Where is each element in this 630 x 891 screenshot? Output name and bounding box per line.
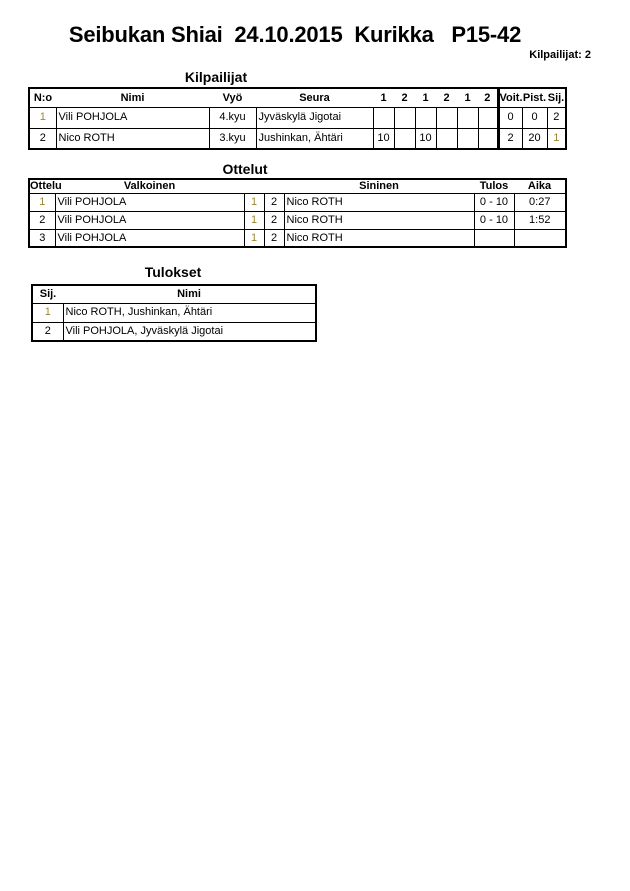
col-header-voit: Voit. [496, 88, 523, 108]
cell-voit: 2 [496, 127, 523, 150]
cell-tulos: 0 - 10 [473, 210, 515, 230]
cell-score: 10 [372, 127, 395, 150]
cell-ottelu: 1 [28, 192, 56, 212]
cell-blue-number: 2 [263, 210, 285, 230]
cell-nimi: Nico ROTH, Jushinkan, Ähtäri [62, 302, 317, 323]
col-header-score-2: 2 [394, 88, 415, 108]
cell-sij: 2 [546, 106, 567, 129]
table-row: 3 Vili POHJOLA 1 2 Nico ROTH [28, 228, 567, 248]
cell-tulos [473, 228, 515, 248]
cell-sij: 1 [546, 127, 567, 150]
cell-valkoinen: Vili POHJOLA [54, 210, 245, 230]
cell-pist: 0 [521, 106, 548, 129]
cell-no: 2 [28, 127, 57, 150]
col-header-score-6: 2 [478, 88, 498, 108]
table-row: 2 Vili POHJOLA, Jyväskylä Jigotai [31, 321, 317, 342]
col-header-sij: Sij. [32, 285, 63, 304]
col-header-aika: Aika [514, 179, 566, 194]
cell-pist: 20 [521, 127, 548, 150]
results-table: Sij. Nimi 1 Nico ROTH, Jushinkan, Ähtäri… [31, 284, 317, 342]
cell-score [393, 127, 416, 150]
col-header-spacer [264, 179, 284, 194]
table-row: 2 Nico ROTH 3.kyu Jushinkan, Ähtäri 10 1… [28, 127, 567, 150]
cell-nimi: Nico ROTH [55, 127, 210, 150]
cell-ottelu: 2 [28, 210, 56, 230]
section-title-ottelut: Ottelut [222, 161, 268, 177]
col-header-valkoinen: Valkoinen [55, 179, 244, 194]
cell-score [477, 127, 499, 150]
col-header-no: N:o [29, 88, 56, 108]
competitors-table: N:o Nimi Vyö Seura 1 2 1 2 1 2 Voit. Pis… [28, 87, 567, 150]
cell-aika [513, 228, 567, 248]
cell-sininen: Nico ROTH [283, 228, 475, 248]
col-header-score-1: 1 [373, 88, 394, 108]
table-row: 1 Vili POHJOLA 1 2 Nico ROTH 0 - 10 0:27 [28, 192, 567, 212]
cell-tulos: 0 - 10 [473, 192, 515, 212]
cell-score [372, 106, 395, 129]
cell-score [477, 106, 499, 129]
cell-score [435, 106, 458, 129]
cell-nimi: Vili POHJOLA, Jyväskylä Jigotai [62, 321, 317, 342]
col-header-seura: Seura [256, 88, 373, 108]
competitors-count: Kilpailijat: 2 [529, 49, 591, 61]
cell-seura: Jyväskylä Jigotai [255, 106, 374, 129]
cell-score: 10 [414, 127, 437, 150]
col-header-pist: Pist. [522, 88, 547, 108]
cell-score [414, 106, 437, 129]
cell-no: 1 [28, 106, 57, 129]
col-header-tulos: Tulos [474, 179, 514, 194]
cell-aika: 1:52 [513, 210, 567, 230]
table-row: 1 Vili POHJOLA 4.kyu Jyväskylä Jigotai 0… [28, 106, 567, 129]
matches-table: Ottelu Valkoinen Sininen Tulos Aika 1 Vi… [28, 178, 567, 248]
cell-valkoinen: Vili POHJOLA [54, 192, 245, 212]
col-header-score-4: 2 [436, 88, 457, 108]
cell-white-number: 1 [243, 228, 265, 248]
table-row: 2 Vili POHJOLA 1 2 Nico ROTH 0 - 10 1:52 [28, 210, 567, 230]
cell-voit: 0 [496, 106, 523, 129]
col-header-score-5: 1 [457, 88, 478, 108]
col-header-sininen: Sininen [284, 179, 474, 194]
col-header-sij: Sij. [547, 88, 566, 108]
cell-white-number: 1 [243, 210, 265, 230]
col-header-vyo: Vyö [209, 88, 256, 108]
cell-blue-number: 2 [263, 192, 285, 212]
cell-score [393, 106, 416, 129]
cell-sininen: Nico ROTH [283, 192, 475, 212]
cell-score [456, 127, 479, 150]
col-header-nimi: Nimi [56, 88, 209, 108]
col-header-spacer [244, 179, 264, 194]
section-title-tulokset: Tulokset [144, 264, 202, 280]
matches-header-row: Ottelu Valkoinen Sininen Tulos Aika [29, 179, 566, 194]
cell-ottelu: 3 [28, 228, 56, 248]
cell-sij: 1 [31, 302, 64, 323]
table-row: 1 Nico ROTH, Jushinkan, Ähtäri [31, 302, 317, 323]
cell-seura: Jushinkan, Ähtäri [255, 127, 374, 150]
cell-valkoinen: Vili POHJOLA [54, 228, 245, 248]
cell-vyo: 3.kyu [208, 127, 257, 150]
cell-sininen: Nico ROTH [283, 210, 475, 230]
cell-aika: 0:27 [513, 192, 567, 212]
section-title-kilpailijat: Kilpailijat [184, 69, 248, 85]
cell-nimi: Vili POHJOLA [55, 106, 210, 129]
col-header-score-3: 1 [415, 88, 436, 108]
cell-sij: 2 [31, 321, 64, 342]
cell-vyo: 4.kyu [208, 106, 257, 129]
cell-white-number: 1 [243, 192, 265, 212]
cell-score [435, 127, 458, 150]
results-header-row: Sij. Nimi [32, 285, 316, 304]
cell-blue-number: 2 [263, 228, 285, 248]
col-header-ottelu: Ottelu [29, 179, 62, 194]
document-title: Seibukan Shiai 24.10.2015 Kurikka P15-42 [68, 22, 522, 47]
cell-score [456, 106, 479, 129]
col-header-nimi: Nimi [63, 285, 316, 304]
competitors-header-row: N:o Nimi Vyö Seura 1 2 1 2 1 2 Voit. Pis… [29, 88, 566, 108]
